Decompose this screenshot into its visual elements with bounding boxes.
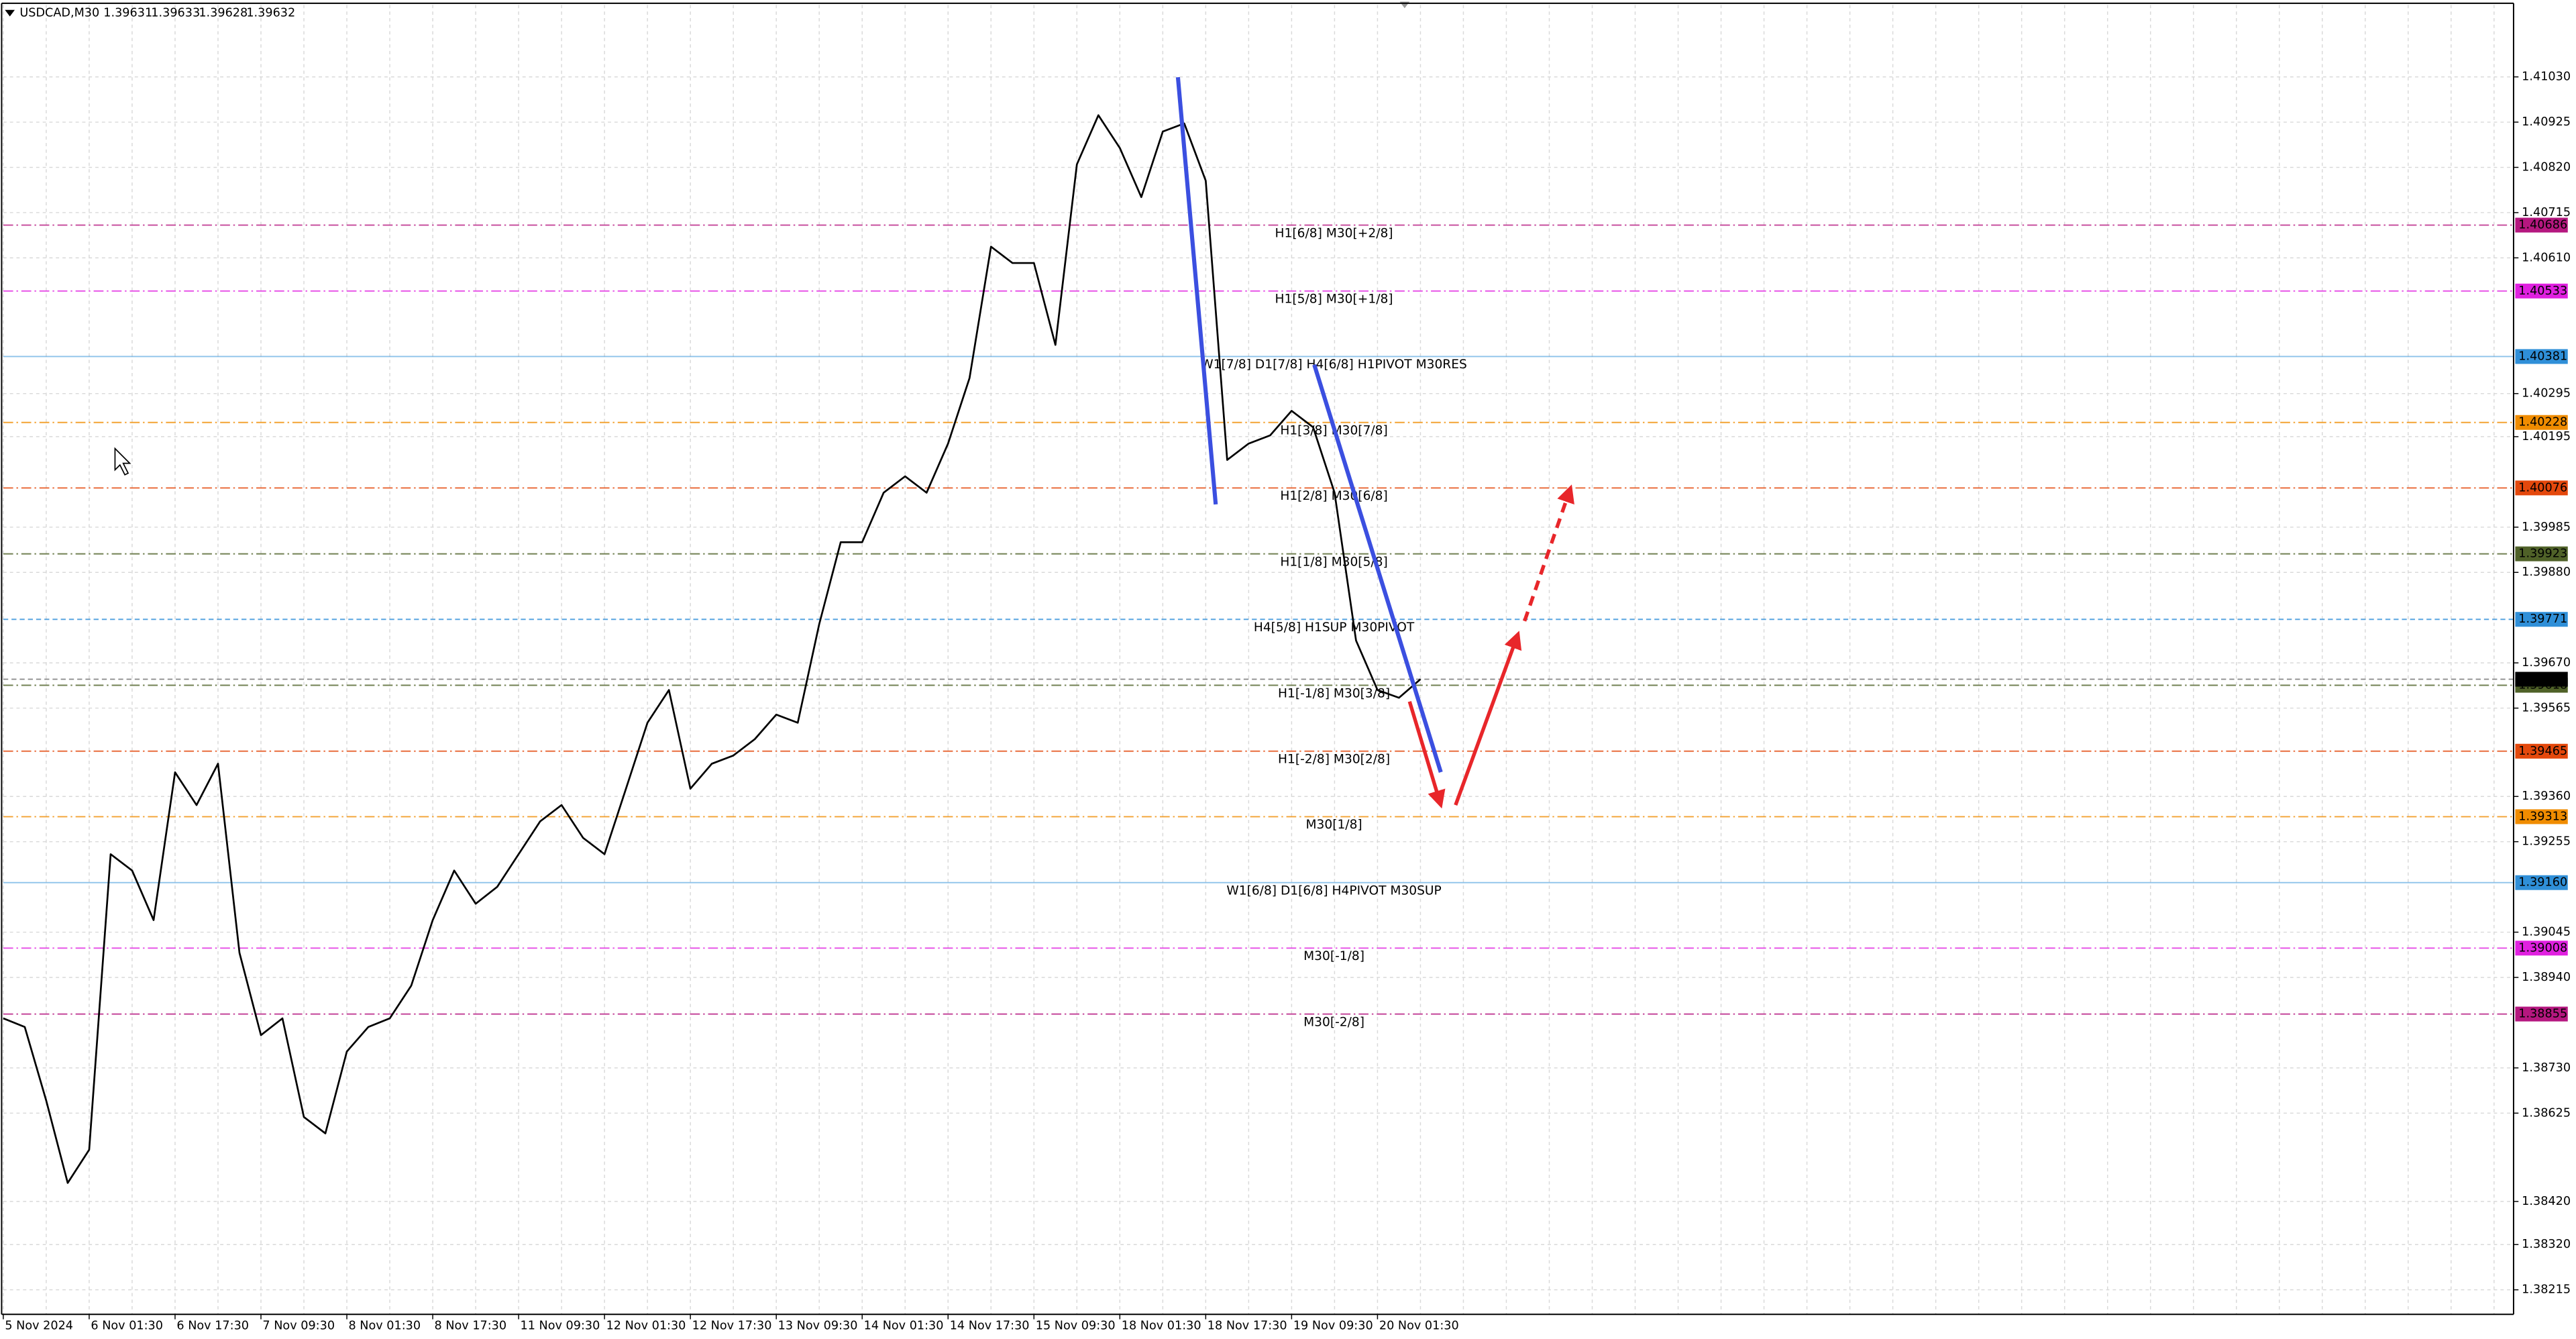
level-price-label: 1.40076 [2518, 481, 2567, 494]
level-label: H4[5/8] H1SUP M30PIVOT [1254, 621, 1415, 635]
y-tick-label: 1.38215 [2522, 1283, 2571, 1297]
level-price-label: 1.39771 [2518, 612, 2567, 626]
symbol-title: USDCAD,M30 [19, 7, 99, 20]
level-label: W1[6/8] D1[6/8] H4PIVOT M30SUP [1226, 883, 1441, 898]
bar-open: 1.39631 [103, 7, 152, 20]
y-tick-label: 1.38940 [2522, 971, 2571, 984]
bar-close: 1.39632 [246, 7, 295, 20]
y-tick-label: 1.39880 [2522, 566, 2571, 579]
level-price-label: 1.39313 [2518, 810, 2567, 823]
annotations [1175, 76, 1574, 809]
level-price-box [2515, 1006, 2568, 1022]
x-tick-label: 12 Nov 17:30 [692, 1319, 772, 1332]
y-tick-label: 1.38420 [2522, 1195, 2571, 1208]
level-price-label: 1.40381 [2518, 350, 2567, 363]
level-price-label: 1.38855 [2518, 1008, 2567, 1021]
bar-low: 1.39628 [199, 7, 248, 20]
x-tick-label: 18 Nov 01:30 [1122, 1319, 1201, 1332]
level-price-box [2515, 217, 2568, 233]
x-tick-label: 6 Nov 17:30 [176, 1319, 249, 1332]
x-tick-label: 14 Nov 01:30 [864, 1319, 944, 1332]
header: USDCAD,M30 1.39631 1.39633 1.39628 1.396… [5, 7, 295, 20]
x-tick-label: 8 Nov 17:30 [435, 1319, 507, 1332]
y-tick-label: 1.38625 [2522, 1106, 2571, 1120]
x-tick-label: 13 Nov 09:30 [778, 1319, 858, 1332]
level-price-box [2515, 941, 2568, 956]
level-label: H1[-2/8] M30[2/8] [1278, 753, 1390, 767]
level-label: M30[1/8] [1305, 818, 1362, 832]
y-tick-label: 1.38730 [2522, 1061, 2571, 1075]
level-price-box [2515, 809, 2568, 824]
arrow-up [1454, 631, 1522, 806]
y-tick-label: 1.39360 [2522, 790, 2571, 803]
x-tick-label: 18 Nov 17:30 [1208, 1319, 1287, 1332]
level-price-box [2515, 349, 2568, 364]
level-label: H1[1/8] M30[5/8] [1280, 555, 1387, 569]
level-label: H1[-1/8] M30[3/8] [1278, 686, 1390, 700]
x-tick-label: 14 Nov 17:30 [950, 1319, 1030, 1332]
grid [3, 5, 2514, 1315]
y-tick-label: 1.41030 [2522, 70, 2571, 84]
level-price-label: 1.40228 [2518, 416, 2567, 429]
y-tick-label: 1.40715 [2522, 206, 2571, 219]
y-tick-label: 1.39985 [2522, 521, 2571, 534]
mouse-cursor [114, 447, 131, 476]
x-tick-label: 5 Nov 2024 [5, 1319, 73, 1332]
y-tick-label: 1.40820 [2522, 160, 2571, 174]
level-price-label: 1.39008 [2518, 941, 2567, 955]
current-price-box [2515, 672, 2568, 687]
x-tick-label: 15 Nov 09:30 [1036, 1319, 1116, 1332]
trend-line [1175, 76, 1218, 505]
level-label: W1[7/8] D1[7/8] H4[6/8] H1PIVOT M30RES [1201, 358, 1467, 372]
level-label: H1[6/8] M30[+2/8] [1275, 226, 1393, 240]
level-price-label: 1.39923 [2518, 547, 2567, 561]
level-price-label: 1.39160 [2518, 876, 2567, 890]
y-tick-label: 1.39670 [2522, 656, 2571, 670]
level-price-label: 1.40533 [2518, 284, 2567, 298]
level-price-label: 1.39465 [2518, 745, 2567, 758]
level-price-box [2515, 283, 2568, 299]
y-tick-label: 1.40195 [2522, 430, 2571, 443]
bar-high: 1.39633 [151, 7, 200, 20]
price-line [3, 114, 1421, 1184]
series [3, 114, 1421, 1184]
level-price-box [2515, 480, 2568, 496]
level-price-box [2515, 612, 2568, 627]
current-price-label: 1.39632 [2518, 673, 2567, 686]
y-tick-label: 1.39255 [2522, 835, 2571, 849]
trend-line [1312, 364, 1443, 773]
x-tick-label: 8 Nov 01:30 [348, 1319, 421, 1332]
level-label: M30[-2/8] [1303, 1015, 1364, 1029]
levels: H1[6/8] M30[+2/8] H1[5/8] M30[+1/8] W1[7/8… [3, 224, 2514, 1029]
level-label: M30[-1/8] [1303, 949, 1364, 963]
y-tick-label: 1.38320 [2522, 1238, 2571, 1251]
level-price-box [2515, 743, 2568, 759]
arrow-down [1407, 700, 1446, 809]
level-price-box [2515, 875, 2568, 890]
x-tick-label: 7 Nov 09:30 [262, 1319, 335, 1332]
x-tick-label: 12 Nov 01:30 [606, 1319, 686, 1332]
y-tick-label: 1.40295 [2522, 387, 2571, 400]
y-tick-label: 1.40925 [2522, 115, 2571, 129]
x-tick-label: 6 Nov 01:30 [91, 1319, 163, 1332]
x-tick-label: 20 Nov 01:30 [1379, 1319, 1459, 1332]
level-label: H1[2/8] M30[6/8] [1280, 489, 1387, 503]
y-tick-label: 1.39565 [2522, 702, 2571, 715]
y-tick-label: 1.40610 [2522, 251, 2571, 264]
header-arrow [5, 9, 15, 17]
level-price-label: 1.40686 [2518, 219, 2567, 232]
level-label: H1[5/8] M30[+1/8] [1275, 292, 1393, 307]
y-tick-label: 1.39045 [2522, 926, 2571, 939]
level-price-box [2515, 546, 2568, 561]
x-tick-label: 11 Nov 09:30 [521, 1319, 600, 1332]
arrow-up-dashed [1523, 484, 1574, 622]
x-tick-label: 19 Nov 09:30 [1293, 1319, 1373, 1332]
level-price-box [2515, 415, 2568, 430]
